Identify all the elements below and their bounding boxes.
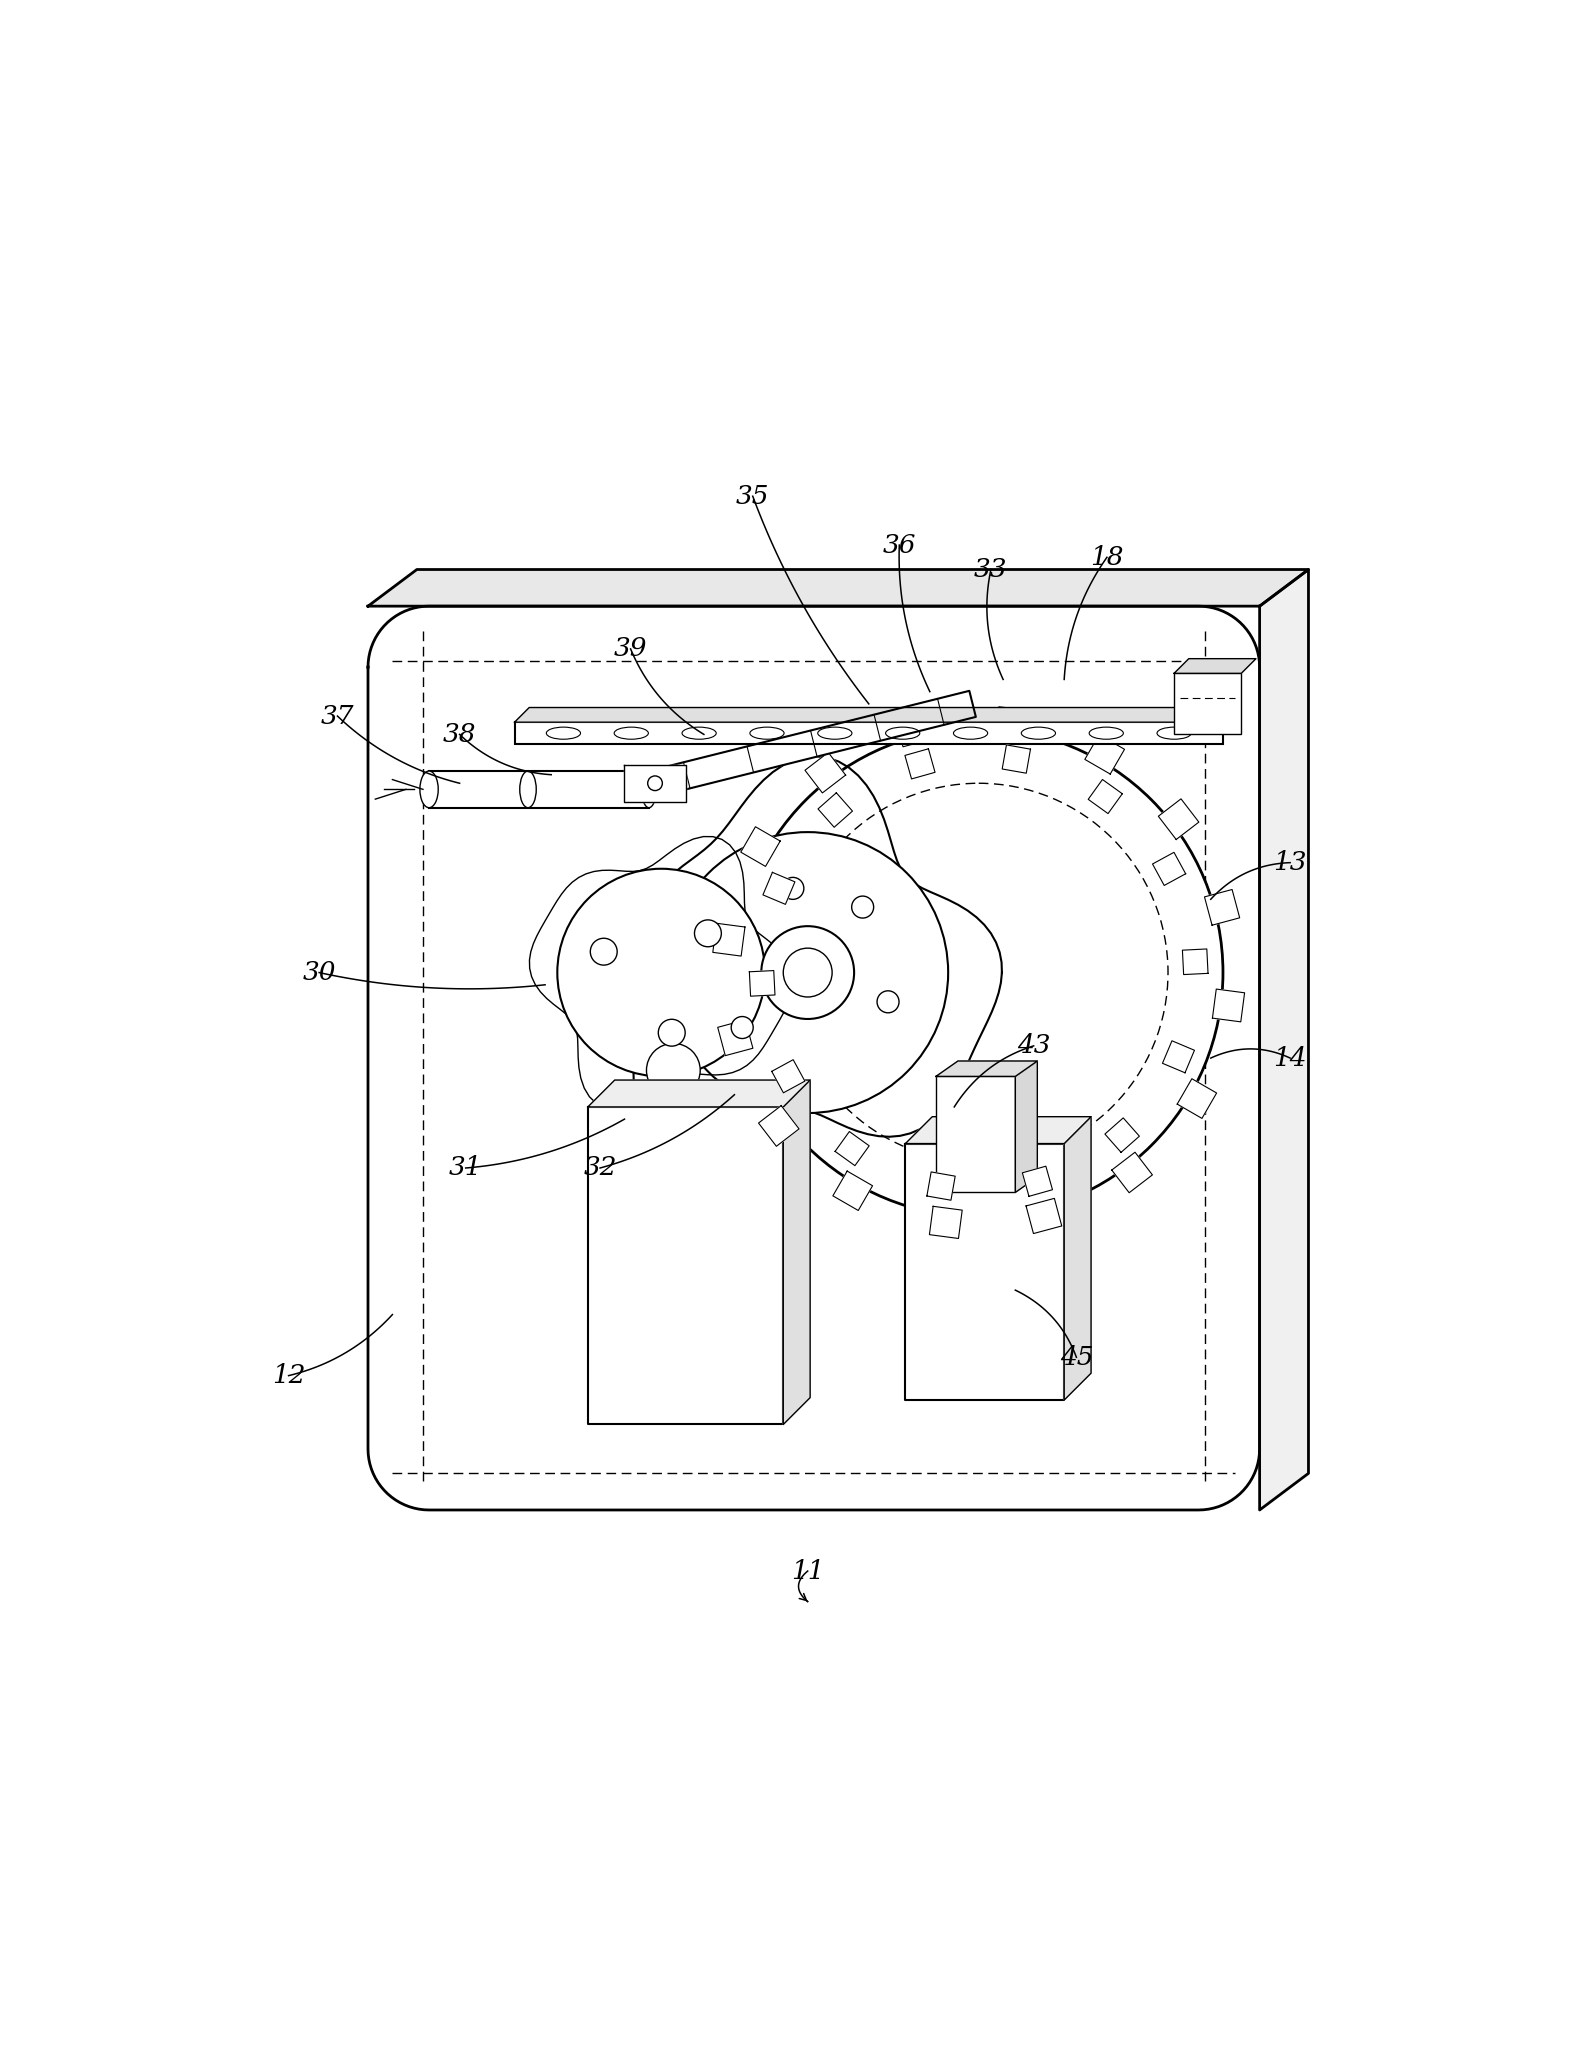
- Text: 36: 36: [883, 532, 916, 557]
- Polygon shape: [1212, 990, 1245, 1021]
- Text: 30: 30: [303, 961, 336, 986]
- Circle shape: [591, 938, 618, 965]
- Polygon shape: [763, 872, 794, 905]
- Circle shape: [782, 878, 804, 899]
- Polygon shape: [936, 1060, 1037, 1077]
- Polygon shape: [1084, 735, 1125, 775]
- Polygon shape: [514, 708, 1237, 723]
- Polygon shape: [1163, 1042, 1195, 1073]
- Circle shape: [695, 920, 722, 946]
- Polygon shape: [717, 1019, 753, 1056]
- Polygon shape: [624, 764, 686, 801]
- Text: 31: 31: [449, 1156, 482, 1180]
- Text: 18: 18: [1091, 545, 1124, 570]
- Polygon shape: [1015, 1060, 1037, 1193]
- Text: 38: 38: [443, 723, 476, 748]
- Text: 32: 32: [583, 1156, 616, 1180]
- Text: 11: 11: [791, 1559, 824, 1584]
- Circle shape: [731, 1017, 753, 1038]
- Polygon shape: [994, 706, 1028, 739]
- Circle shape: [667, 833, 949, 1112]
- Bar: [1174, 673, 1242, 735]
- Circle shape: [783, 949, 832, 996]
- Polygon shape: [1158, 799, 1199, 839]
- Polygon shape: [895, 712, 931, 748]
- Polygon shape: [1002, 746, 1031, 772]
- Text: 14: 14: [1273, 1046, 1307, 1071]
- Polygon shape: [772, 1060, 805, 1093]
- Bar: [936, 1077, 1015, 1193]
- Bar: [429, 770, 649, 808]
- Polygon shape: [369, 607, 1259, 1510]
- Polygon shape: [905, 1143, 1064, 1400]
- Circle shape: [761, 926, 854, 1019]
- Polygon shape: [1174, 659, 1256, 673]
- Ellipse shape: [641, 770, 656, 808]
- Text: 45: 45: [1059, 1344, 1094, 1369]
- Polygon shape: [1182, 949, 1209, 975]
- Bar: [514, 723, 1223, 743]
- Polygon shape: [1087, 779, 1122, 814]
- Polygon shape: [905, 750, 935, 779]
- Circle shape: [734, 729, 1223, 1218]
- Polygon shape: [930, 1205, 963, 1238]
- Text: 43: 43: [1017, 1033, 1051, 1058]
- Polygon shape: [652, 692, 976, 795]
- Polygon shape: [634, 756, 1002, 1141]
- Text: 35: 35: [736, 485, 769, 509]
- Polygon shape: [1111, 1151, 1152, 1193]
- Circle shape: [851, 897, 873, 917]
- Text: 39: 39: [613, 636, 648, 661]
- Circle shape: [646, 1044, 700, 1098]
- Polygon shape: [783, 1081, 810, 1425]
- Polygon shape: [530, 837, 793, 1108]
- Polygon shape: [832, 1170, 873, 1209]
- Circle shape: [878, 990, 898, 1013]
- Polygon shape: [1152, 853, 1185, 886]
- Polygon shape: [1105, 1118, 1139, 1151]
- Polygon shape: [1023, 1166, 1053, 1197]
- Polygon shape: [588, 1106, 783, 1425]
- Polygon shape: [749, 971, 775, 996]
- Text: 37: 37: [320, 704, 355, 729]
- Circle shape: [648, 777, 662, 791]
- Text: 13: 13: [1273, 849, 1307, 876]
- Ellipse shape: [520, 770, 536, 808]
- Polygon shape: [712, 924, 745, 957]
- Polygon shape: [758, 1106, 799, 1145]
- Polygon shape: [1026, 1199, 1062, 1234]
- Polygon shape: [835, 1131, 870, 1166]
- Text: 33: 33: [974, 557, 1007, 582]
- Polygon shape: [905, 1116, 1091, 1143]
- Polygon shape: [1064, 1116, 1091, 1400]
- Circle shape: [659, 1019, 686, 1046]
- Polygon shape: [805, 752, 846, 793]
- Polygon shape: [369, 570, 1308, 607]
- Polygon shape: [741, 826, 780, 866]
- Polygon shape: [818, 793, 853, 826]
- Ellipse shape: [419, 770, 438, 808]
- Polygon shape: [1259, 570, 1308, 1510]
- Polygon shape: [927, 1172, 955, 1201]
- Polygon shape: [1204, 891, 1240, 926]
- Text: 12: 12: [271, 1363, 306, 1388]
- Polygon shape: [1177, 1079, 1217, 1118]
- Polygon shape: [588, 1081, 810, 1106]
- Circle shape: [558, 868, 764, 1077]
